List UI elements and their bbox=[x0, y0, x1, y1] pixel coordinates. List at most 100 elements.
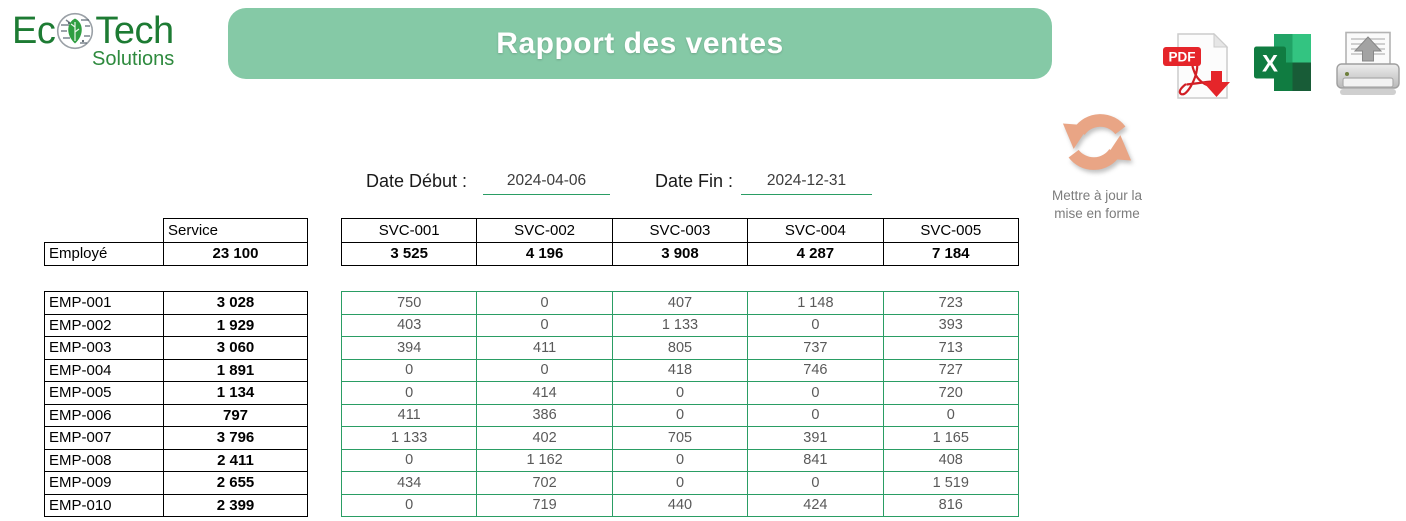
matrix-cell: 402 bbox=[476, 426, 613, 450]
matrix-row: 394 411 805 737 713 bbox=[340, 336, 1019, 360]
matrix-cell: 0 bbox=[476, 291, 613, 315]
service-total-cell: 4 196 bbox=[476, 241, 613, 266]
matrix-cell: 841 bbox=[747, 448, 884, 472]
service-total-cell: 7 184 bbox=[882, 241, 1019, 266]
svg-text:X: X bbox=[1262, 51, 1278, 78]
matrix-cell: 386 bbox=[476, 403, 613, 427]
matrix-row: 403 0 1 133 0 393 bbox=[340, 313, 1019, 337]
matrix-cell: 0 bbox=[611, 403, 749, 427]
employee-row: EMP-008 2 411 bbox=[44, 448, 308, 472]
matrix-row: 0 414 0 0 720 bbox=[340, 381, 1019, 405]
employee-total: 2 399 bbox=[163, 493, 308, 517]
employee-total: 1 134 bbox=[163, 381, 308, 405]
matrix-row: 0 719 440 424 816 bbox=[340, 493, 1019, 517]
pdf-export-icon: PDF bbox=[1163, 32, 1230, 99]
start-date-label: Date Début : bbox=[366, 171, 468, 191]
summary-total-row: Employé 23 100 bbox=[44, 241, 308, 266]
employee-total: 3 028 bbox=[163, 291, 308, 315]
refresh-label-line1: Mettre à jour la bbox=[1051, 188, 1143, 203]
service-header-row: SVC-001 SVC-002 SVC-003 SVC-004 SVC-005 bbox=[340, 218, 1019, 243]
matrix-cell: 1 165 bbox=[882, 426, 1019, 450]
service-header-cell: Service bbox=[163, 218, 308, 243]
refresh-formatting-button[interactable]: Mettre à jour la mise en forme bbox=[1047, 105, 1147, 223]
employee-row: EMP-002 1 929 bbox=[44, 313, 308, 337]
employee-id: EMP-008 bbox=[44, 448, 164, 472]
employee-totals-table: EMP-001 3 028 EMP-002 1 929 EMP-003 3 060 E… bbox=[44, 291, 308, 517]
employee-id: EMP-010 bbox=[44, 493, 164, 517]
start-date-field[interactable]: 2024-04-06 bbox=[483, 172, 610, 195]
matrix-cell: 0 bbox=[611, 448, 749, 472]
logo-text-suffix: Tech bbox=[95, 10, 174, 52]
excel-export-icon: X bbox=[1254, 34, 1311, 91]
logo: Ec Tech Solutions bbox=[12, 12, 174, 71]
end-date-field[interactable]: 2024-12-31 bbox=[741, 172, 872, 195]
leaf-globe-icon bbox=[56, 12, 94, 50]
excel-export-button[interactable]: X bbox=[1253, 32, 1313, 93]
matrix-cell: 1 133 bbox=[340, 426, 478, 450]
matrix-cell: 737 bbox=[747, 336, 884, 360]
employee-total: 1 891 bbox=[163, 358, 308, 382]
service-totals-table: SVC-001 SVC-002 SVC-003 SVC-004 SVC-005 … bbox=[340, 218, 1019, 266]
service-column-header: SVC-003 bbox=[611, 218, 749, 243]
summary-empty-cell bbox=[45, 219, 164, 243]
matrix-cell: 0 bbox=[340, 493, 478, 517]
pdf-export-button[interactable]: PDF bbox=[1162, 32, 1236, 99]
employee-row: EMP-004 1 891 bbox=[44, 358, 308, 382]
matrix-cell: 414 bbox=[476, 381, 613, 405]
matrix-cell: 440 bbox=[611, 493, 749, 517]
matrix-cell: 411 bbox=[340, 403, 478, 427]
matrix-cell: 0 bbox=[611, 471, 749, 495]
matrix-row: 434 702 0 0 1 519 bbox=[340, 471, 1019, 495]
matrix-cell: 1 133 bbox=[611, 313, 749, 337]
report-title-banner: Rapport des ventes bbox=[228, 8, 1052, 79]
service-total-cell: 4 287 bbox=[747, 241, 884, 266]
matrix-cell: 723 bbox=[882, 291, 1019, 315]
matrix-cell: 1 162 bbox=[476, 448, 613, 472]
service-column-header: SVC-002 bbox=[476, 218, 613, 243]
matrix-cell: 0 bbox=[340, 358, 478, 382]
employee-id: EMP-004 bbox=[44, 358, 164, 382]
print-button[interactable] bbox=[1336, 31, 1400, 100]
employee-id: EMP-001 bbox=[44, 291, 164, 315]
matrix-cell: 1 519 bbox=[882, 471, 1019, 495]
employee-total: 2 655 bbox=[163, 471, 308, 495]
employee-id: EMP-009 bbox=[44, 471, 164, 495]
matrix-cell: 0 bbox=[340, 381, 478, 405]
matrix-row: 1 133 402 705 391 1 165 bbox=[340, 426, 1019, 450]
matrix-cell: 720 bbox=[882, 381, 1019, 405]
employee-id: EMP-006 bbox=[44, 403, 164, 427]
service-column-header: SVC-001 bbox=[340, 218, 478, 243]
employee-row: EMP-005 1 134 bbox=[44, 381, 308, 405]
summary-table: Service Employé 23 100 bbox=[44, 218, 308, 266]
employee-id: EMP-007 bbox=[44, 426, 164, 450]
matrix-row: 750 0 407 1 148 723 bbox=[340, 291, 1019, 315]
matrix-cell: 0 bbox=[747, 313, 884, 337]
matrix-cell: 0 bbox=[747, 381, 884, 405]
matrix-cell: 746 bbox=[747, 358, 884, 382]
matrix-cell: 408 bbox=[882, 448, 1019, 472]
matrix-cell: 713 bbox=[882, 336, 1019, 360]
employee-total: 3 796 bbox=[163, 426, 308, 450]
svg-text:PDF: PDF bbox=[1169, 50, 1196, 65]
service-column-header: SVC-004 bbox=[747, 218, 884, 243]
matrix-cell: 391 bbox=[747, 426, 884, 450]
matrix-row: 411 386 0 0 0 bbox=[340, 403, 1019, 427]
employee-total: 1 929 bbox=[163, 313, 308, 337]
employee-id: EMP-002 bbox=[44, 313, 164, 337]
matrix-cell: 0 bbox=[340, 448, 478, 472]
matrix-cell: 816 bbox=[882, 493, 1019, 517]
matrix-cell: 393 bbox=[882, 313, 1019, 337]
matrix-cell: 0 bbox=[476, 313, 613, 337]
matrix-cell: 750 bbox=[340, 291, 478, 315]
matrix-cell: 1 148 bbox=[747, 291, 884, 315]
employee-row: EMP-010 2 399 bbox=[44, 493, 308, 517]
employee-total: 3 060 bbox=[163, 336, 308, 360]
refresh-label: Mettre à jour la mise en forme bbox=[1047, 187, 1147, 223]
matrix-cell: 411 bbox=[476, 336, 613, 360]
matrix-cell: 424 bbox=[747, 493, 884, 517]
logo-text-prefix: Ec bbox=[12, 10, 56, 52]
matrix-cell: 407 bbox=[611, 291, 749, 315]
refresh-icon bbox=[1062, 114, 1132, 170]
employee-row: EMP-003 3 060 bbox=[44, 336, 308, 360]
